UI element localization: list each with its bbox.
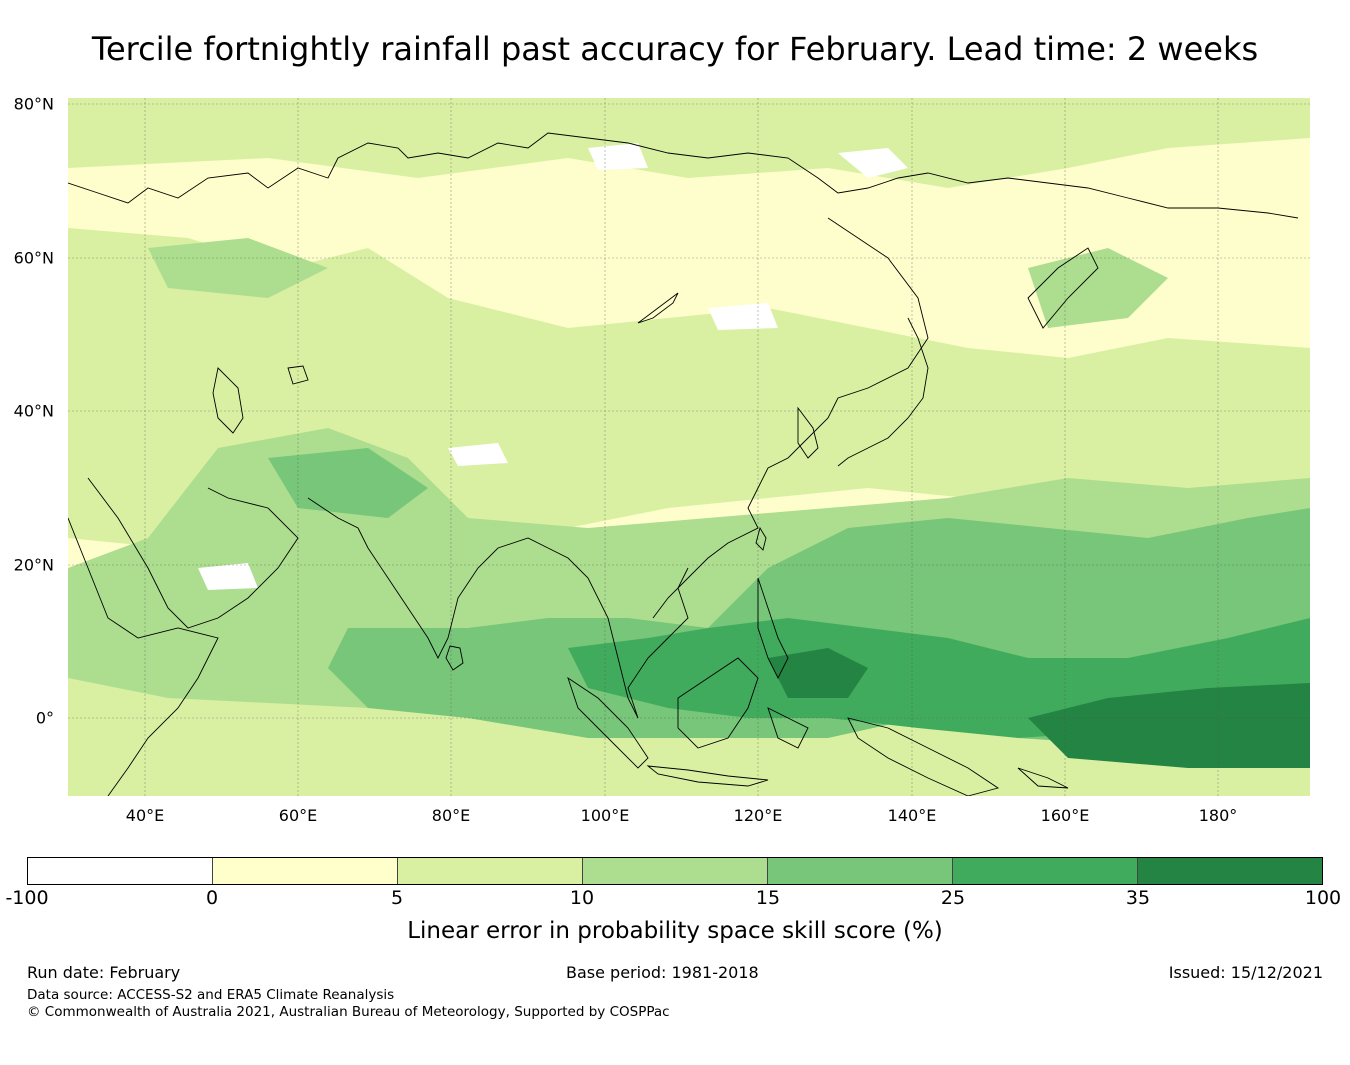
colorbar-segment (1138, 858, 1322, 884)
colorbar-tick: 100 (1304, 887, 1342, 909)
coastline-borneo (677, 657, 759, 749)
skill-region-negative (588, 143, 648, 170)
skill-region-35-100 (768, 648, 868, 698)
colorbar-segment (953, 858, 1138, 884)
colorbar-tick: 35 (1125, 887, 1151, 909)
lon-label-80e: 80°E (431, 806, 471, 825)
coastlines (68, 132, 1299, 796)
colorbar-tick: 10 (569, 887, 595, 909)
colorbar-tick: 15 (755, 887, 781, 909)
chart-title: Tercile fortnightly rainfall past accura… (91, 30, 1259, 68)
lon-label-60e: 60°E (278, 806, 318, 825)
skill-field-layer (68, 98, 1310, 796)
coastline-taiwan (755, 526, 767, 551)
coastline-sumatra (567, 676, 649, 769)
lon-label-100e: 100°E (580, 806, 630, 825)
lon-label-40e: 40°E (125, 806, 165, 825)
coastline-east-asia (652, 217, 929, 619)
coastline-baikal (637, 292, 679, 324)
lat-label-60n: 60°N (13, 248, 54, 268)
skill-score-map (68, 98, 1310, 796)
coastline-philippines (757, 577, 789, 680)
colorbar-segment (398, 858, 583, 884)
coastline-africa-horn (68, 517, 219, 796)
copyright: © Commonwealth of Australia 2021, Austra… (27, 1004, 670, 1020)
map-gridlines (68, 98, 1310, 796)
coastline-korea (797, 406, 819, 459)
skill-region-15-25 (268, 448, 428, 518)
colorbar-segment (583, 858, 768, 884)
colorbar-tick: 25 (940, 887, 966, 909)
skill-region-negative (838, 148, 908, 178)
map-canvas (68, 98, 1310, 796)
lat-label-20n: 20°N (13, 555, 54, 575)
coastline-srilanka (445, 645, 464, 671)
lat-label-80n: 80°N (13, 94, 54, 114)
skill-region-10-15 (148, 238, 328, 298)
lon-label-180: 180° (1198, 806, 1238, 825)
lat-label-eq: 0° (35, 708, 54, 728)
colorbar-tick: 5 (390, 887, 404, 909)
base-period: Base period: 1981-2018 (566, 963, 759, 982)
colorbar-segment (28, 858, 213, 884)
issued-date: Issued: 15/12/2021 (1168, 963, 1323, 982)
coastline-java (646, 765, 769, 787)
coastline-indochina (547, 547, 689, 719)
run-date: Run date: February (27, 963, 181, 982)
colorbar-label: Linear error in probability space skill … (407, 918, 943, 944)
coastline-kamchatka (1027, 247, 1099, 329)
coastline-solomons (1017, 767, 1069, 789)
lat-label-40n: 40°N (13, 401, 54, 421)
colorbar-segment (213, 858, 398, 884)
skill-region-5-10 (68, 98, 1310, 188)
colorbar-segment (768, 858, 953, 884)
skill-region-35-100 (1028, 683, 1310, 768)
lon-label-140e: 140°E (887, 806, 937, 825)
lon-label-120e: 120°E (733, 806, 783, 825)
colorbar-tick: -100 (5, 887, 49, 909)
colorbar-tick: 0 (205, 887, 219, 909)
colorbar (27, 857, 1323, 885)
skill-region-negative (198, 563, 258, 590)
coastline-japan (837, 317, 929, 467)
skill-region-negative (708, 303, 778, 330)
skill-region-negative (448, 443, 508, 466)
coastline-india (307, 497, 549, 660)
coastline-caspian (212, 367, 244, 434)
coastline-arabia (87, 477, 299, 629)
data-source: Data source: ACCESS-S2 and ERA5 Climate … (27, 987, 395, 1003)
lon-label-160e: 160°E (1040, 806, 1090, 825)
coastline-new-guinea (847, 717, 1000, 796)
coastline-arctic (68, 132, 1299, 219)
coastline-sulawesi (767, 707, 809, 749)
coastline-aral (287, 365, 309, 385)
skill-region-10-15 (1028, 248, 1168, 328)
